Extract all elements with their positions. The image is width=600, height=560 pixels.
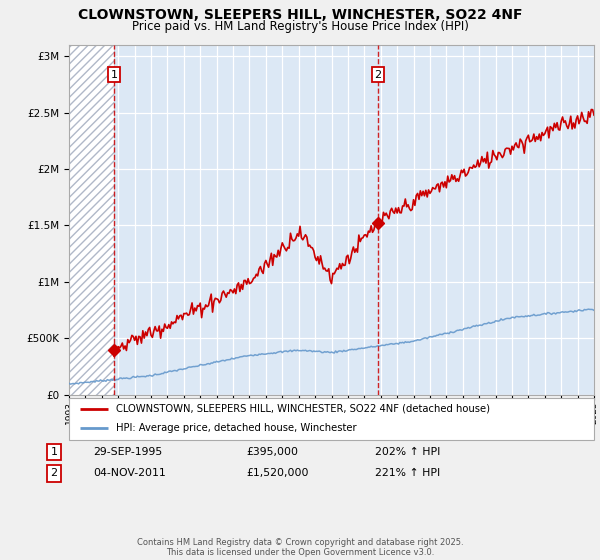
Text: 1: 1 xyxy=(110,69,118,80)
Bar xyxy=(69,45,114,395)
FancyBboxPatch shape xyxy=(69,398,594,440)
Text: £395,000: £395,000 xyxy=(246,447,298,457)
Text: 2: 2 xyxy=(50,468,58,478)
Text: Price paid vs. HM Land Registry's House Price Index (HPI): Price paid vs. HM Land Registry's House … xyxy=(131,20,469,32)
Text: 202% ↑ HPI: 202% ↑ HPI xyxy=(375,447,440,457)
Text: 04-NOV-2011: 04-NOV-2011 xyxy=(93,468,166,478)
Text: Contains HM Land Registry data © Crown copyright and database right 2025.
This d: Contains HM Land Registry data © Crown c… xyxy=(137,538,463,557)
Text: 29-SEP-1995: 29-SEP-1995 xyxy=(93,447,162,457)
Text: CLOWNSTOWN, SLEEPERS HILL, WINCHESTER, SO22 4NF (detached house): CLOWNSTOWN, SLEEPERS HILL, WINCHESTER, S… xyxy=(116,404,490,414)
Text: CLOWNSTOWN, SLEEPERS HILL, WINCHESTER, SO22 4NF: CLOWNSTOWN, SLEEPERS HILL, WINCHESTER, S… xyxy=(78,8,522,22)
Text: HPI: Average price, detached house, Winchester: HPI: Average price, detached house, Winc… xyxy=(116,423,357,433)
Text: 221% ↑ HPI: 221% ↑ HPI xyxy=(375,468,440,478)
Text: 1: 1 xyxy=(50,447,58,457)
Text: 2: 2 xyxy=(374,69,382,80)
Text: £1,520,000: £1,520,000 xyxy=(246,468,308,478)
